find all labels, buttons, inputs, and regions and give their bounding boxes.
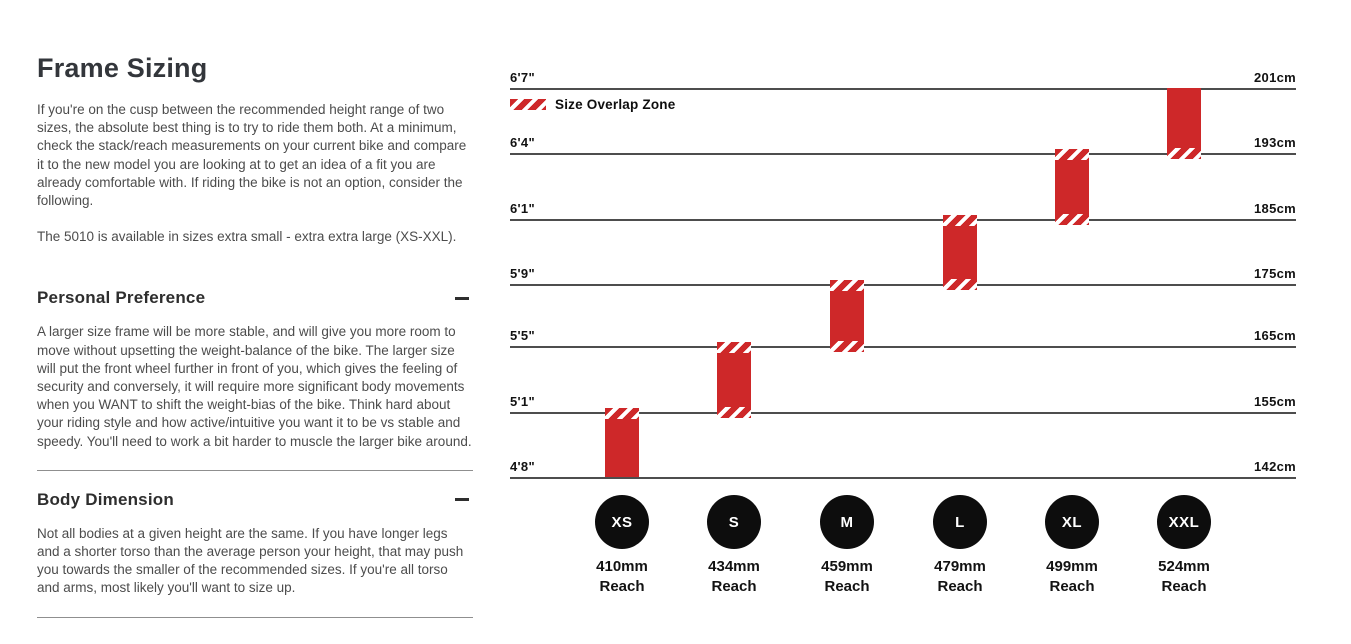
overlap-zone-top	[943, 215, 977, 226]
section-personal-preference: Personal Preference A larger size frame …	[37, 288, 473, 471]
personal-preference-body: A larger size frame will be more stable,…	[37, 324, 472, 449]
size-badge-m: M	[820, 495, 874, 549]
size-range-bar-xxl	[1167, 88, 1201, 159]
reach-value: 434mm	[708, 558, 760, 575]
overlap-hatch-swatch-icon	[510, 99, 546, 110]
overlap-zone-bottom	[830, 341, 864, 352]
size-range-bar-xs	[605, 408, 639, 477]
overlap-zone-bottom	[717, 407, 751, 418]
reach-caption: Reach	[937, 578, 983, 595]
page-title: Frame Sizing	[37, 53, 208, 83]
body-dimension-body: Not all bodies at a given height are the…	[37, 525, 464, 596]
reach-label-s: 434mm Reach	[679, 557, 789, 597]
reach-label-xl: 499mm Reach	[1017, 557, 1127, 597]
chart-legend: Size Overlap Zone	[510, 97, 675, 112]
gridline	[510, 219, 1296, 221]
reach-caption: Reach	[824, 578, 870, 595]
overlap-zone-bottom	[1055, 214, 1089, 225]
height-label-imperial: 5'5"	[510, 328, 535, 343]
size-badge-xs: XS	[595, 495, 649, 549]
intro-paragraph: If you're on the cusp between the recomm…	[37, 102, 467, 209]
height-label-metric: 185cm	[1254, 201, 1296, 216]
height-label-imperial: 5'9"	[510, 266, 535, 281]
reach-caption: Reach	[1049, 578, 1095, 595]
section-title: Personal Preference	[37, 288, 206, 308]
collapse-minus-icon[interactable]	[455, 296, 469, 300]
height-label-metric: 175cm	[1254, 266, 1296, 281]
reach-caption: Reach	[599, 578, 645, 595]
height-label-metric: 155cm	[1254, 394, 1296, 409]
chart-gridline-row: 5'1" 155cm	[508, 392, 1298, 414]
chart-gridline-row: 5'9" 175cm	[508, 264, 1298, 286]
reach-value: 479mm	[934, 558, 986, 575]
reach-label-xs: 410mm Reach	[567, 557, 677, 597]
gridline	[510, 412, 1296, 414]
reach-caption: Reach	[711, 578, 757, 595]
overlap-zone-top	[830, 280, 864, 291]
section-divider	[37, 616, 473, 618]
height-label-metric: 165cm	[1254, 328, 1296, 343]
height-label-imperial: 5'1"	[510, 394, 535, 409]
frame-size-chart: Size Overlap Zone 6'7" 201cm 6'4" 193cm 6'1"…	[508, 0, 1298, 644]
size-badge-xxl: XXL	[1157, 495, 1211, 549]
frame-sizing-panel: Frame Sizing If you're on the cusp betwe…	[37, 53, 473, 618]
overlap-zone-top	[717, 342, 751, 353]
height-label-imperial: 6'4"	[510, 135, 535, 150]
availability-paragraph: The 5010 is available in sizes extra sma…	[37, 229, 457, 245]
height-label-metric: 142cm	[1254, 459, 1296, 474]
reach-label-xxl: 524mm Reach	[1129, 557, 1239, 597]
size-badge-xl: XL	[1045, 495, 1099, 549]
chart-gridline-row: 4'8" 142cm	[508, 457, 1298, 479]
size-badge-s: S	[707, 495, 761, 549]
gridline	[510, 477, 1296, 479]
chart-gridline-row: 6'7" 201cm	[508, 68, 1298, 90]
body-dimension-header[interactable]: Body Dimension	[37, 490, 473, 510]
size-badge-l: L	[933, 495, 987, 549]
height-label-imperial: 6'1"	[510, 201, 535, 216]
personal-preference-header[interactable]: Personal Preference	[37, 288, 473, 308]
section-body-dimension: Body Dimension Not all bodies at a given…	[37, 490, 473, 618]
overlap-zone-bottom	[1167, 148, 1201, 159]
height-label-metric: 201cm	[1254, 70, 1296, 85]
size-range-bar-l	[943, 215, 977, 290]
reach-value: 524mm	[1158, 558, 1210, 575]
size-range-bar-m	[830, 280, 864, 352]
collapse-minus-icon[interactable]	[455, 498, 469, 502]
reach-label-l: 479mm Reach	[905, 557, 1015, 597]
reach-value: 499mm	[1046, 558, 1098, 575]
chart-gridline-row: 5'5" 165cm	[508, 326, 1298, 348]
reach-value: 459mm	[821, 558, 873, 575]
overlap-zone-bottom	[943, 279, 977, 290]
height-label-metric: 193cm	[1254, 135, 1296, 150]
chart-gridline-row: 6'4" 193cm	[508, 133, 1298, 155]
size-range-bar-xl	[1055, 149, 1089, 225]
reach-label-m: 459mm Reach	[792, 557, 902, 597]
reach-value: 410mm	[596, 558, 648, 575]
reach-caption: Reach	[1161, 578, 1207, 595]
overlap-zone-top	[605, 408, 639, 419]
height-label-imperial: 4'8"	[510, 459, 535, 474]
legend-label: Size Overlap Zone	[555, 97, 676, 112]
gridline	[510, 284, 1296, 286]
height-label-imperial: 6'7"	[510, 70, 535, 85]
section-divider	[37, 469, 473, 471]
size-range-bar-s	[717, 342, 751, 418]
chart-gridline-row: 6'1" 185cm	[508, 199, 1298, 221]
section-title: Body Dimension	[37, 489, 174, 509]
gridline	[510, 88, 1296, 90]
overlap-zone-top	[1055, 149, 1089, 160]
gridline	[510, 153, 1296, 155]
gridline	[510, 346, 1296, 348]
